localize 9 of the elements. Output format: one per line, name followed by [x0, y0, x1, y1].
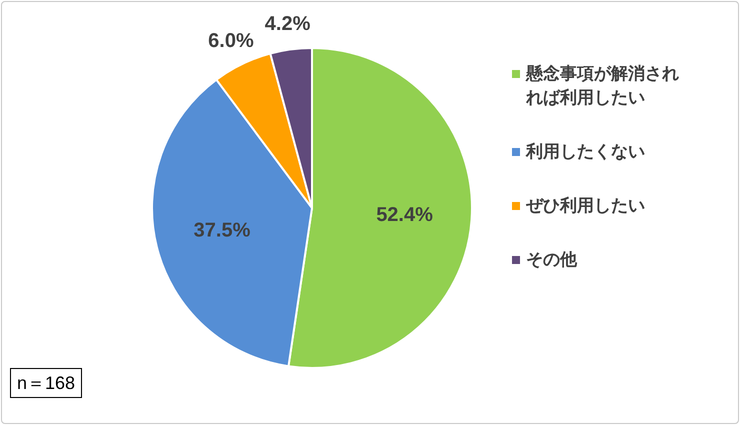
legend-label: 懸念事項が解消されれば利用したい [526, 63, 680, 109]
data-label: 6.0% [208, 30, 254, 52]
legend-label: ぜひ利用したい [526, 195, 645, 217]
text: n＝168 [17, 372, 76, 395]
data-label: 52.4% [376, 204, 434, 226]
legend-label: その他 [526, 249, 577, 271]
legend-label: 利用したくない [526, 141, 645, 163]
data-label: 4.2% [264, 13, 311, 36]
data-label: 37.5% [194, 220, 251, 242]
